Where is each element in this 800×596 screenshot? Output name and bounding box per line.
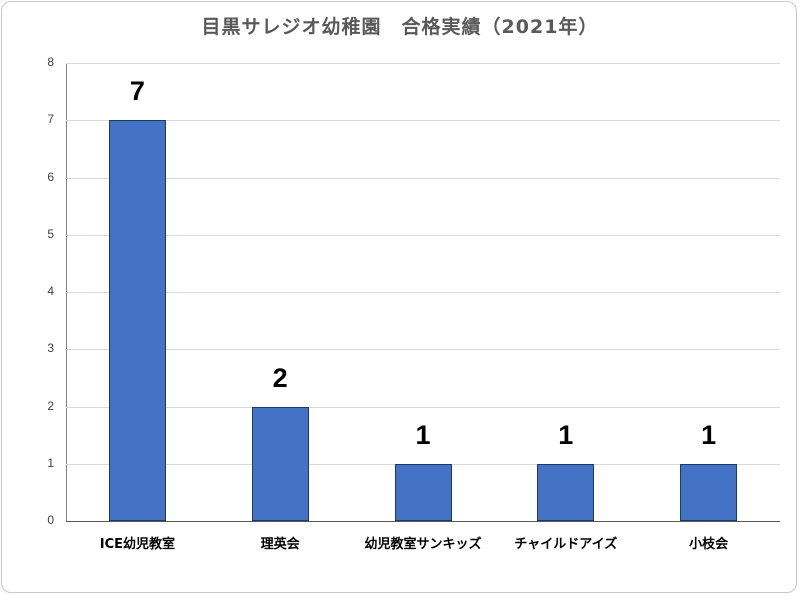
bar (394, 463, 452, 521)
bar (537, 463, 595, 521)
data-label: 7 (129, 76, 145, 107)
y-tick-label: 5 (47, 226, 54, 241)
y-tick-label: 2 (47, 398, 54, 413)
x-axis-line (66, 521, 780, 522)
gridline (66, 349, 780, 351)
y-tick-label: 4 (47, 284, 54, 298)
bar (680, 463, 738, 521)
chart-title: 目黒サレジオ幼稚園 合格実績（2021年） (201, 16, 599, 38)
gridline (66, 120, 780, 122)
y-tick-label: 3 (47, 341, 54, 356)
x-category-label: チャイルドアイズ (514, 537, 618, 552)
data-label: 1 (701, 419, 717, 450)
y-tick-label: 7 (47, 112, 54, 127)
data-label: 2 (272, 362, 288, 393)
data-label: 1 (415, 419, 431, 450)
gridline (66, 177, 780, 179)
data-label: 1 (558, 419, 574, 450)
bar (108, 120, 166, 521)
x-category-label: 小枝会 (689, 537, 729, 552)
x-category-label: 幼児教室サンキッズ (364, 537, 482, 552)
y-tick-label: 6 (47, 169, 54, 184)
y-tick-label: 0 (47, 513, 54, 527)
gridline (66, 63, 780, 64)
gridline (66, 292, 780, 293)
x-category-label: 理英会 (260, 537, 300, 552)
y-tick-label: 8 (47, 55, 54, 69)
y-tick-label: 1 (47, 455, 54, 470)
gridline (66, 406, 780, 408)
gridline (66, 234, 780, 236)
x-category-label: ICE幼児教室 (99, 537, 176, 552)
bar (251, 406, 309, 521)
plot-area: 7 2 1 1 1 (66, 63, 780, 522)
